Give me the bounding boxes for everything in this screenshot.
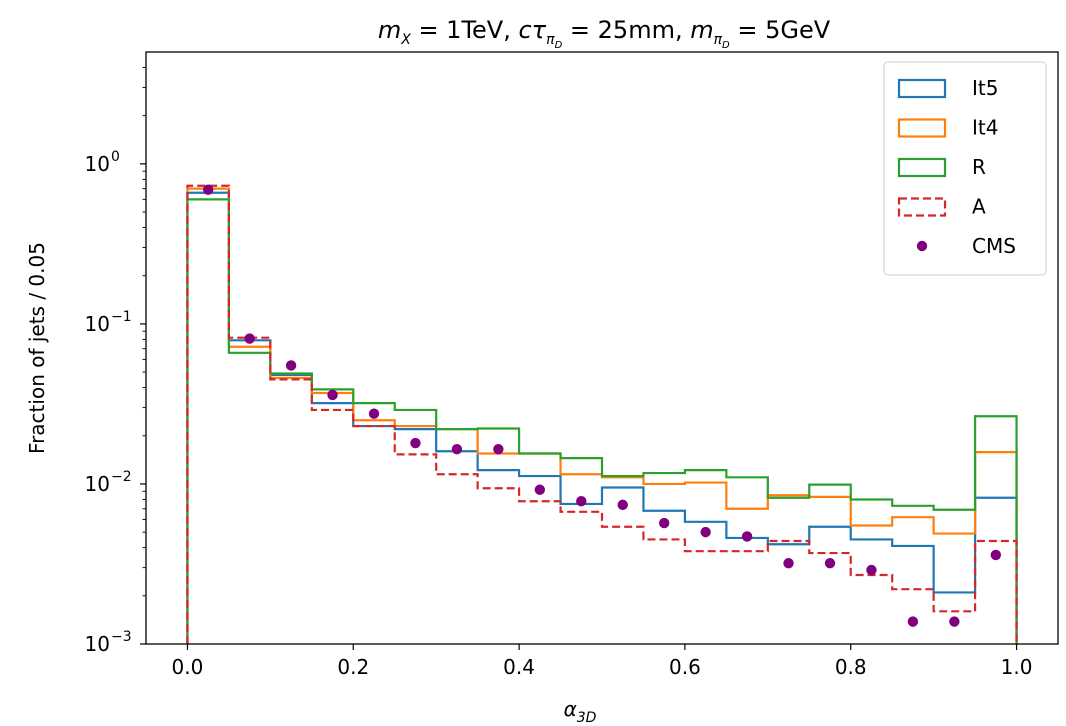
series-cms-point	[617, 499, 628, 511]
title-m-symbol: m	[378, 16, 401, 44]
y-tick-label: 10	[85, 152, 110, 176]
series-cms-point	[990, 549, 1002, 561]
title-m-sub: X	[400, 32, 411, 48]
title-ctau-sub: π	[546, 32, 555, 48]
title-ctau-symbol: cτ	[518, 16, 546, 44]
x-tick-label: 0.6	[669, 655, 701, 679]
series-cms-point	[576, 496, 587, 507]
legend-label-it4: It4	[972, 116, 998, 140]
title-m-value: = 1TeV,	[411, 16, 519, 44]
series-a-line	[186, 184, 1018, 644]
series-cms-point	[741, 531, 753, 542]
x-tick-label: 0.2	[337, 655, 369, 679]
title-mpi-sub: π	[714, 32, 723, 48]
series-cms-point	[824, 557, 836, 569]
y-axis-label: Fraction of jets / 0.05	[25, 242, 49, 454]
plot-area	[186, 184, 1018, 644]
legend: It5 It4 RA CMS	[883, 61, 1047, 276]
x-axis-label-main: α	[564, 697, 577, 721]
series-cms-point	[949, 616, 960, 627]
series-cms-point	[244, 333, 255, 344]
y-tick-label: 10	[85, 632, 110, 656]
x-axis-label: α3D	[564, 697, 597, 726]
title-mpi-subsub: D	[722, 40, 730, 51]
y-tick-label: 10	[85, 472, 110, 496]
legend-label-a: A	[972, 195, 986, 219]
series-cms-point	[658, 517, 670, 529]
x-tick-label: 0.0	[172, 655, 204, 679]
x-tick-label: 1.0	[1001, 655, 1033, 679]
x-tick-label: 0.4	[503, 655, 535, 679]
series-cms-point	[285, 360, 297, 371]
series-cms-point	[783, 557, 794, 569]
title-mpi-value: = 5GeV	[730, 16, 831, 44]
y-tick-label: 10	[85, 312, 110, 336]
series-cms-point	[493, 443, 504, 455]
y-tick-exponent: −1	[111, 309, 132, 325]
legend-marker-it4	[897, 118, 947, 138]
legend-marker-a	[897, 197, 947, 217]
x-axis-label-sub: 3D	[577, 710, 597, 726]
series-cms-point	[866, 564, 877, 576]
series-cms-point	[907, 616, 919, 627]
series-cms-point	[368, 408, 380, 419]
axes-frame	[145, 51, 1059, 645]
series-cms-point	[534, 484, 546, 495]
legend-marker-r	[897, 157, 947, 178]
series-cms-point	[202, 184, 214, 195]
y-tick-exponent: −3	[111, 629, 132, 645]
series-cms-point	[410, 437, 421, 449]
legend-box	[883, 61, 1047, 276]
legend-label-it5: It5	[972, 76, 998, 100]
y-tick-exponent: 0	[111, 149, 120, 165]
series-cms-point	[451, 443, 463, 455]
legend-label-r: R	[972, 155, 986, 179]
legend-marker-cms	[916, 240, 928, 252]
series-cms-point	[700, 526, 711, 538]
chart-title: mX = 1TeV, cτπD = 25mm, mπD = 5GeV	[378, 16, 831, 51]
legend-marker-it5	[897, 78, 947, 99]
series-cms-point	[327, 389, 338, 401]
x-tick-label: 0.8	[835, 655, 867, 679]
title-ctau-subsub: D	[555, 40, 563, 51]
title-ctau-value: = 25mm,	[562, 16, 690, 44]
y-tick-exponent: −2	[111, 469, 132, 485]
legend-label-cms: CMS	[972, 234, 1016, 258]
title-mpi-symbol: m	[690, 16, 713, 44]
